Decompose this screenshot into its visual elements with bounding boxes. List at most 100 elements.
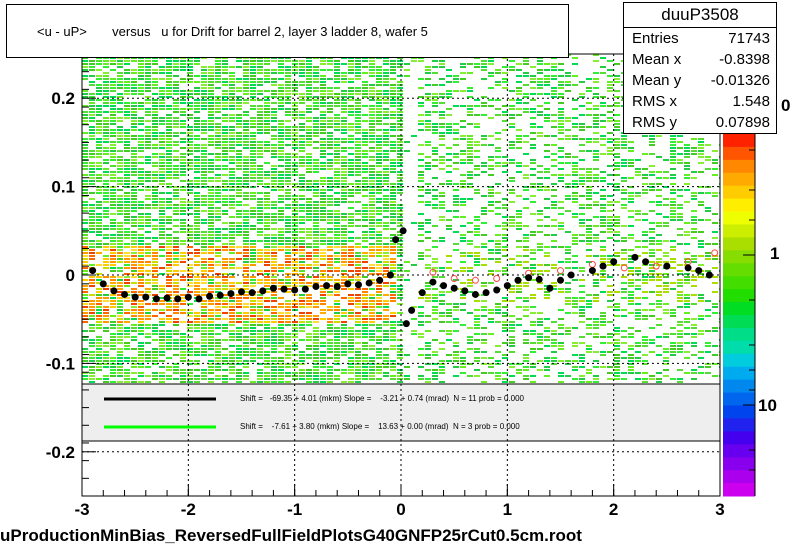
heatmap-cell — [82, 57, 88, 59]
heatmap-cell — [509, 66, 515, 68]
heatmap-cell — [306, 207, 312, 209]
heatmap-cell — [208, 177, 214, 179]
heatmap-cell — [362, 357, 368, 359]
heatmap-cell — [152, 357, 158, 359]
heatmap-cell — [159, 378, 165, 380]
heatmap-cell — [285, 102, 291, 104]
heatmap-cell — [460, 78, 466, 80]
heatmap-cell — [481, 69, 487, 71]
heatmap-cell — [173, 75, 179, 77]
heatmap-cell — [257, 108, 263, 110]
heatmap-cell — [243, 246, 249, 248]
heatmap-cell — [264, 204, 270, 206]
heatmap-cell — [152, 129, 158, 131]
heatmap-cell — [544, 234, 550, 236]
heatmap-cell — [530, 159, 536, 161]
heatmap-cell — [467, 138, 473, 140]
heatmap-cell — [285, 87, 291, 89]
heatmap-cell — [334, 96, 340, 98]
heatmap-cell — [271, 90, 277, 92]
heatmap-cell — [369, 87, 375, 89]
heatmap-cell — [194, 225, 200, 227]
heatmap-cell — [327, 135, 333, 137]
heatmap-cell — [460, 201, 466, 203]
heatmap-cell — [187, 147, 193, 149]
heatmap-cell — [215, 144, 221, 146]
heatmap-cell — [103, 174, 109, 176]
heatmap-cell — [355, 132, 361, 134]
heatmap-cell — [229, 156, 235, 158]
heatmap-cell — [131, 318, 137, 320]
heatmap-cell — [250, 63, 256, 65]
heatmap-cell — [222, 90, 228, 92]
heatmap-cell — [103, 90, 109, 92]
heatmap-cell — [488, 312, 494, 314]
heatmap-cell — [558, 207, 564, 209]
heatmap-cell — [383, 315, 389, 317]
heatmap-cell — [173, 225, 179, 227]
heatmap-cell — [215, 177, 221, 179]
heatmap-cell — [82, 330, 88, 332]
heatmap-cell — [264, 363, 270, 365]
heatmap-cell — [530, 147, 536, 149]
heatmap-cell — [96, 192, 102, 194]
heatmap-cell — [481, 78, 487, 80]
heatmap-cell — [250, 174, 256, 176]
heatmap-cell — [285, 129, 291, 131]
heatmap-cell — [194, 363, 200, 365]
heatmap-cell — [264, 309, 270, 311]
heatmap-cell — [383, 69, 389, 71]
heatmap-cell — [313, 360, 319, 362]
heatmap-cell — [313, 81, 319, 83]
heatmap-cell — [495, 192, 501, 194]
heatmap-cell — [530, 366, 536, 368]
heatmap-cell — [313, 171, 319, 173]
heatmap-cell — [320, 228, 326, 230]
heatmap-cell — [201, 351, 207, 353]
heatmap-cell — [110, 306, 116, 308]
heatmap-cell — [208, 96, 214, 98]
heatmap-cell — [362, 231, 368, 233]
heatmap-cell — [320, 192, 326, 194]
heatmap-cell — [299, 204, 305, 206]
heatmap-cell — [152, 252, 158, 254]
heatmap-cell — [110, 303, 116, 305]
heatmap-cell — [131, 78, 137, 80]
heatmap-cell — [362, 144, 368, 146]
heatmap-cell — [320, 243, 326, 245]
heatmap-cell — [313, 57, 319, 59]
heatmap-cell — [278, 366, 284, 368]
heatmap-cell — [187, 324, 193, 326]
heatmap-cell — [446, 219, 452, 221]
heatmap-cell — [425, 354, 431, 356]
heatmap-cell — [327, 210, 333, 212]
heatmap-cell — [306, 303, 312, 305]
heatmap-cell — [103, 294, 109, 296]
heatmap-cell — [173, 141, 179, 143]
heatmap-cell — [222, 126, 228, 128]
heatmap-cell — [397, 165, 403, 167]
heatmap-cell — [306, 99, 312, 101]
heatmap-cell — [110, 201, 116, 203]
heatmap-cell — [222, 237, 228, 239]
heatmap-cell — [306, 357, 312, 359]
heatmap-cell — [271, 228, 277, 230]
heatmap-cell — [460, 153, 466, 155]
heatmap-cell — [348, 339, 354, 341]
heatmap-cell — [243, 180, 249, 182]
heatmap-cell — [369, 111, 375, 113]
heatmap-cell — [432, 159, 438, 161]
heatmap-cell — [187, 108, 193, 110]
heatmap-cell — [558, 117, 564, 119]
heatmap-cell — [390, 171, 396, 173]
heatmap-cell — [355, 246, 361, 248]
heatmap-cell — [180, 240, 186, 242]
heatmap-cell — [194, 342, 200, 344]
heatmap-cell — [194, 93, 200, 95]
heatmap-cell — [215, 219, 221, 221]
heatmap-cell — [516, 213, 522, 215]
heatmap-cell — [341, 237, 347, 239]
heatmap-cell — [243, 231, 249, 233]
heatmap-cell — [110, 336, 116, 338]
heatmap-cell — [530, 66, 536, 68]
